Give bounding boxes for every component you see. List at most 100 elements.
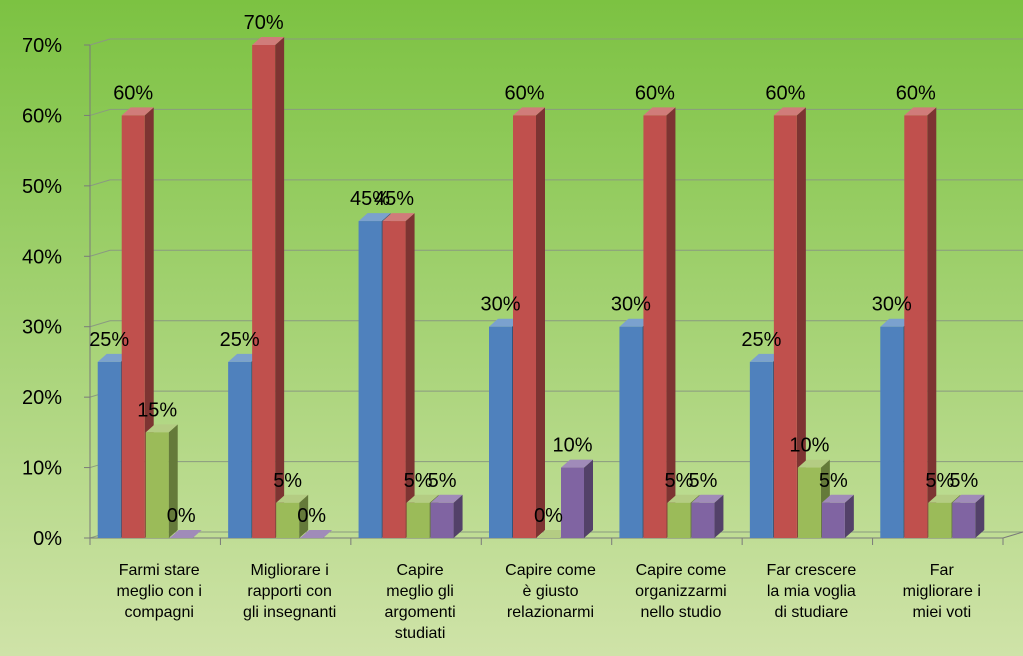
bar — [561, 467, 584, 538]
bar-top — [430, 494, 463, 503]
bar-side — [927, 107, 937, 538]
x-category-label: Far crescere — [766, 562, 856, 579]
bar — [406, 502, 430, 538]
bar-top — [821, 494, 854, 503]
data-label: 5% — [664, 470, 693, 492]
bar — [667, 502, 691, 538]
bar-top — [691, 494, 724, 503]
bar-top — [643, 107, 676, 116]
floor-edge — [1002, 531, 1023, 539]
gridline-side — [89, 320, 111, 328]
data-label: 70% — [244, 12, 284, 34]
bar-side — [584, 459, 593, 538]
bar-side — [275, 37, 285, 538]
data-label: 5% — [404, 470, 433, 492]
data-label: 5% — [949, 470, 978, 492]
data-label: 10% — [552, 435, 592, 457]
x-category-label: organizzarmi — [635, 583, 727, 600]
bar-top — [561, 459, 593, 468]
y-tick-label: 30% — [22, 317, 62, 339]
bar — [821, 502, 845, 538]
x-category-label: compagni — [125, 604, 194, 621]
data-label: 60% — [113, 82, 153, 104]
y-tick-label: 20% — [22, 387, 62, 409]
x-category-label: nello studio — [640, 604, 721, 621]
data-label: 45% — [350, 188, 390, 210]
bar-top — [382, 213, 415, 222]
data-label: 15% — [137, 399, 177, 421]
data-label: 5% — [819, 470, 848, 492]
bar-top — [276, 494, 309, 503]
y-tick-label: 40% — [22, 246, 62, 268]
x-category-label: gli insegnanti — [243, 604, 336, 621]
data-label: 25% — [741, 329, 781, 351]
data-label: 60% — [765, 82, 805, 104]
bar — [252, 45, 276, 538]
bar-top — [904, 107, 937, 116]
bar-top — [773, 107, 806, 116]
bar-top — [169, 530, 202, 538]
bar — [904, 115, 928, 538]
x-category-label: Migliorare i — [251, 562, 329, 579]
bar — [513, 115, 536, 538]
bar-side — [666, 107, 676, 538]
x-category-label: studiati — [395, 625, 446, 642]
bar — [880, 326, 904, 538]
bar-top — [952, 494, 985, 503]
x-category-label: Far — [930, 562, 955, 579]
bar — [797, 467, 821, 538]
bar-top — [667, 494, 700, 503]
x-category-label: migliorare i — [903, 583, 981, 600]
y-tick-label: 50% — [22, 176, 62, 198]
bar — [382, 221, 406, 539]
bar-side — [796, 107, 806, 538]
bar — [952, 502, 976, 538]
data-label: 0% — [167, 505, 196, 527]
bar-side — [975, 494, 985, 538]
data-label: 45% — [374, 188, 414, 210]
data-label: 5% — [688, 470, 717, 492]
bar — [489, 326, 512, 538]
bar-top — [145, 424, 178, 433]
bar-side — [536, 107, 545, 538]
data-label: 25% — [89, 329, 129, 351]
bar-side — [405, 213, 415, 539]
x-category-label: relazionarmi — [507, 604, 594, 621]
bar — [97, 361, 121, 538]
bar-side — [844, 494, 854, 538]
data-label: 60% — [635, 82, 675, 104]
data-label: 60% — [896, 82, 936, 104]
bar — [430, 502, 454, 538]
bar — [691, 502, 715, 538]
data-label: 0% — [534, 505, 563, 527]
x-category-label: miei voti — [912, 604, 971, 621]
bar — [749, 361, 773, 538]
bar — [228, 361, 252, 538]
gridline-side — [89, 108, 111, 116]
bar — [643, 115, 667, 538]
y-tick-label: 60% — [22, 105, 62, 127]
x-category-label: rapporti con — [247, 583, 332, 600]
bar — [145, 432, 169, 538]
gridline-side — [89, 179, 111, 187]
data-label: 10% — [789, 435, 829, 457]
bar — [619, 326, 643, 538]
gridline-side — [89, 38, 111, 46]
data-label: 0% — [297, 505, 326, 527]
data-label: 5% — [925, 470, 954, 492]
bar-top — [513, 107, 545, 116]
data-label: 60% — [504, 82, 544, 104]
y-tick-label: 70% — [22, 35, 62, 57]
bar — [276, 502, 300, 538]
x-category-label: Farmi stare — [119, 562, 200, 579]
bar-top — [97, 353, 130, 362]
bar-side — [299, 494, 309, 538]
bar-side — [714, 494, 724, 538]
bar — [773, 115, 797, 538]
x-category-label: meglio con i — [117, 583, 202, 600]
bar — [121, 115, 145, 538]
bar — [358, 221, 382, 539]
bar-top — [358, 213, 391, 222]
y-tick-label: 0% — [33, 528, 62, 550]
